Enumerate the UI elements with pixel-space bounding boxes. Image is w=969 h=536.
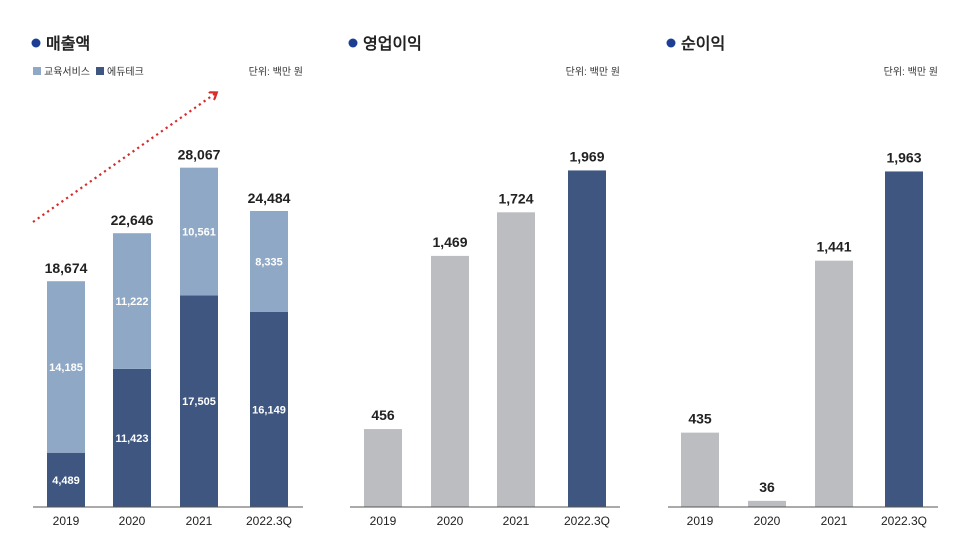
legend-swatch-edutech bbox=[96, 67, 104, 75]
operating-profit-value-label: 1,969 bbox=[569, 148, 604, 164]
operating-profit-bars: 456 1,469 1,724 1,969 bbox=[364, 148, 606, 507]
revenue-bar-education-service bbox=[47, 281, 85, 453]
operating-profit-x-tick-label: 2019 bbox=[370, 514, 397, 528]
revenue-edutech-value-label: 11,423 bbox=[115, 433, 148, 445]
net-income-value-label: 435 bbox=[688, 411, 712, 427]
revenue-bar-edutech bbox=[250, 311, 288, 507]
net-income-bar bbox=[681, 432, 719, 507]
revenue-title: 매출액 bbox=[46, 34, 90, 53]
revenue-total-label: 24,484 bbox=[248, 190, 291, 206]
operating-profit-value-label: 1,724 bbox=[498, 190, 533, 206]
operating-profit-bar bbox=[497, 212, 535, 507]
revenue-bar-education-service bbox=[250, 210, 288, 312]
operating-profit-chart: 영업이익 단위: 백만 원 456 1,469 1,724 1,969 2019 202… bbox=[348, 34, 620, 528]
revenue-unit-label: 단위: 백만 원 bbox=[249, 65, 303, 78]
revenue-bar-education-service bbox=[113, 233, 151, 369]
revenue-edutech-value-label: 17,505 bbox=[182, 396, 216, 408]
revenue-bar-edutech bbox=[113, 368, 151, 507]
legend-label-edutech: 에듀테크 bbox=[107, 66, 144, 78]
revenue-chart: 매출액 교육서비스 에듀테크 단위: 백만 원 4,489 14,185 18,67… bbox=[31, 34, 303, 528]
net-income-chart: 순이익 단위: 백만 원 435 36 1,441 1,963 2019 2020 202… bbox=[666, 34, 938, 528]
revenue-x-tick-label: 2022.3Q bbox=[246, 514, 292, 528]
operating-profit-x-tick-label: 2020 bbox=[437, 514, 464, 528]
revenue-education-service-value-label: 14,185 bbox=[49, 362, 83, 374]
net-income-bar bbox=[885, 171, 923, 508]
operating-profit-unit-label: 단위: 백만 원 bbox=[566, 65, 620, 78]
revenue-bar-edutech bbox=[47, 452, 85, 507]
revenue-education-service-value-label: 8,335 bbox=[255, 256, 283, 268]
net-income-bar bbox=[815, 260, 853, 507]
legend-label-education-service: 교육서비스 bbox=[44, 66, 90, 78]
revenue-x-tick-label: 2021 bbox=[186, 514, 213, 528]
operating-profit-bar bbox=[364, 429, 402, 507]
revenue-bar-edutech bbox=[180, 295, 218, 507]
net-income-title: 순이익 bbox=[681, 34, 725, 53]
net-income-x-tick-label: 2019 bbox=[687, 514, 714, 528]
net-income-bar bbox=[748, 500, 786, 507]
revenue-total-label: 22,646 bbox=[111, 212, 154, 228]
operating-profit-bar bbox=[568, 170, 606, 507]
operating-profit-value-label: 1,469 bbox=[432, 234, 467, 250]
net-income-value-label: 1,963 bbox=[886, 149, 921, 165]
net-income-value-label: 36 bbox=[759, 479, 775, 495]
net-income-x-axis: 2019 2020 2021 2022.3Q bbox=[687, 514, 927, 528]
legend-swatch-education-service bbox=[33, 67, 41, 75]
revenue-x-tick-label: 2020 bbox=[119, 514, 146, 528]
operating-profit-bar bbox=[431, 255, 469, 507]
operating-profit-x-tick-label: 2022.3Q bbox=[564, 514, 610, 528]
net-income-unit-label: 단위: 백만 원 bbox=[884, 65, 938, 78]
revenue-bar-education-service bbox=[180, 167, 218, 296]
revenue-x-axis: 2019 2020 2021 2022.3Q bbox=[53, 514, 292, 528]
revenue-title-bullet-icon bbox=[31, 38, 41, 48]
revenue-total-label: 18,674 bbox=[45, 260, 88, 276]
operating-profit-title-bullet-icon bbox=[348, 38, 358, 48]
revenue-education-service-value-label: 11,222 bbox=[115, 296, 148, 308]
net-income-x-tick-label: 2020 bbox=[754, 514, 781, 528]
revenue-edutech-value-label: 16,149 bbox=[252, 404, 286, 416]
operating-profit-title: 영업이익 bbox=[363, 34, 422, 53]
operating-profit-value-label: 456 bbox=[371, 407, 395, 423]
revenue-bars: 4,489 14,185 18,674 11,423 11,222 22,646 17,50… bbox=[45, 147, 291, 507]
net-income-x-tick-label: 2022.3Q bbox=[881, 514, 927, 528]
revenue-edutech-value-label: 4,489 bbox=[52, 475, 80, 487]
net-income-title-bullet-icon bbox=[666, 38, 676, 48]
operating-profit-x-axis: 2019 2020 2021 2022.3Q bbox=[370, 514, 610, 528]
operating-profit-x-tick-label: 2021 bbox=[503, 514, 530, 528]
net-income-bars: 435 36 1,441 1,963 bbox=[681, 149, 923, 508]
revenue-total-label: 28,067 bbox=[178, 147, 221, 163]
net-income-value-label: 1,441 bbox=[816, 239, 851, 255]
revenue-x-tick-label: 2019 bbox=[53, 514, 80, 528]
net-income-x-tick-label: 2021 bbox=[821, 514, 848, 528]
revenue-education-service-value-label: 10,561 bbox=[182, 227, 216, 239]
revenue-trend-arrow bbox=[32, 93, 216, 223]
